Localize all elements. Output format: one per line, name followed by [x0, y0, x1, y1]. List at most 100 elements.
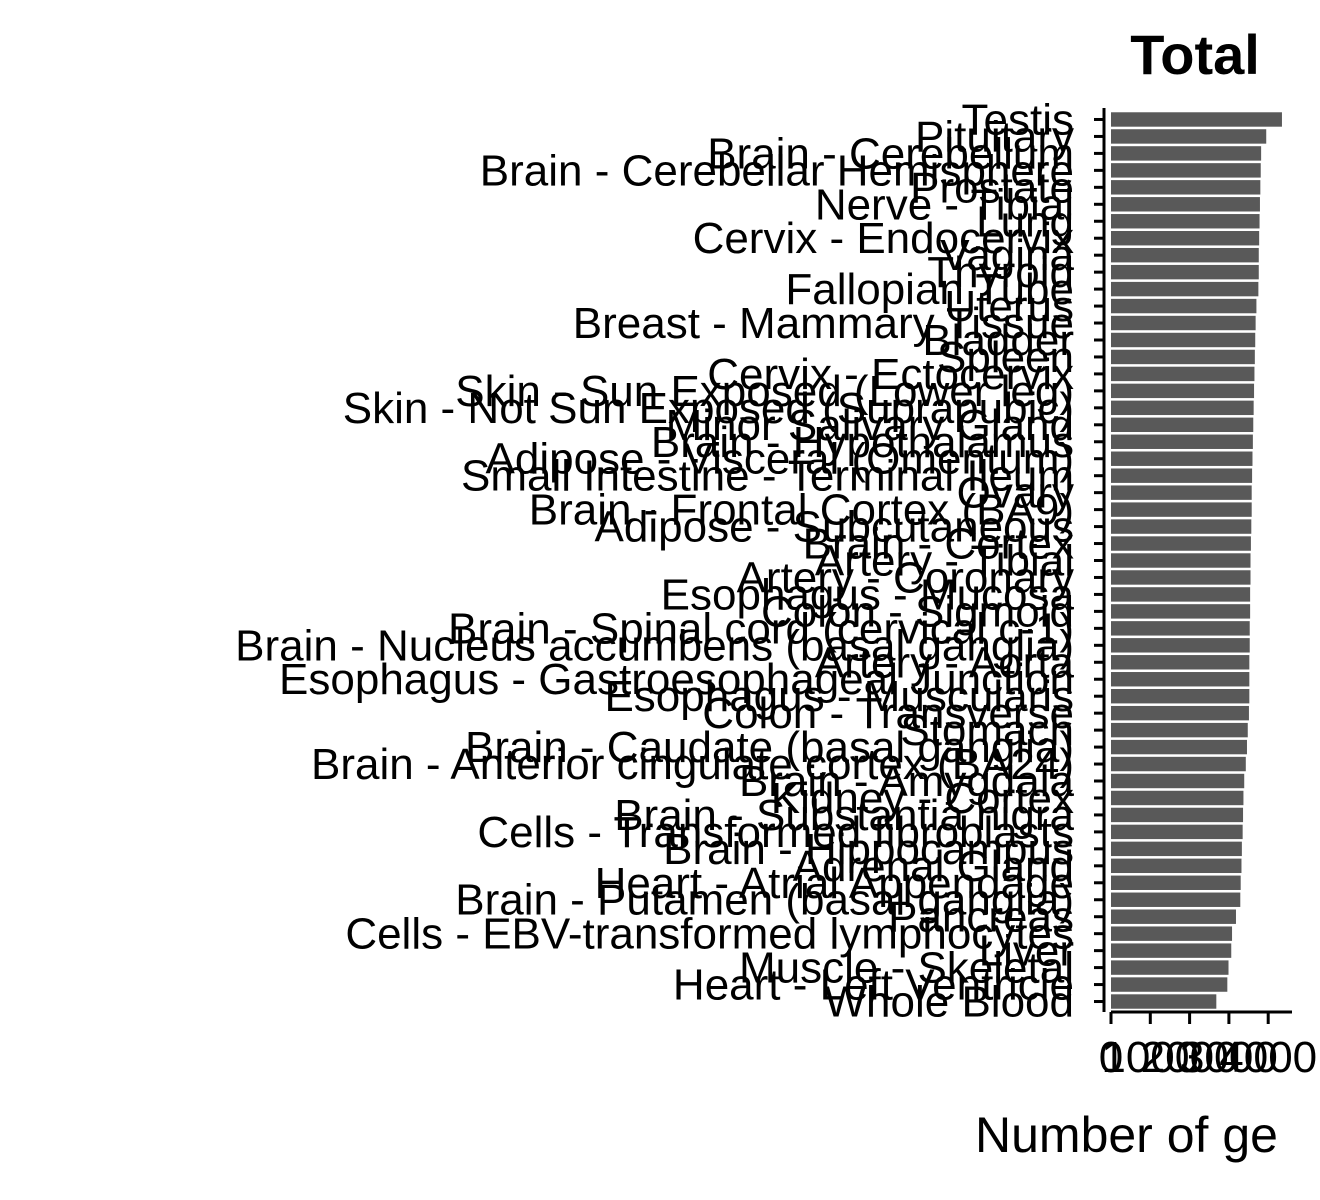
category-label: Esophagus - Gastroesophageal Junction — [279, 655, 1074, 704]
bar — [1111, 705, 1249, 721]
x-tick-label: 2000 — [1141, 1033, 1239, 1082]
category-label: Brain - Cerebellar Hemisphere — [480, 146, 1074, 195]
bar — [1111, 298, 1257, 314]
category-label: Colon - Sigmoid — [761, 587, 1074, 636]
bar — [1111, 519, 1252, 534]
bar — [1111, 366, 1255, 382]
chart-title: Total — [1130, 23, 1260, 86]
bar — [1111, 315, 1256, 331]
bar — [1111, 756, 1246, 772]
x-tick-label: 4000 — [1219, 1033, 1317, 1082]
bar — [1111, 451, 1253, 466]
bar — [1111, 807, 1244, 823]
bar — [1111, 960, 1229, 975]
category-label: Whole Blood — [825, 978, 1074, 1027]
bar — [1111, 994, 1217, 1009]
category-label: Pancreas — [888, 893, 1074, 942]
bar — [1111, 485, 1252, 500]
category-label: Muscle - Skeletal — [739, 944, 1074, 993]
category-label: Fallopian Tube — [785, 265, 1074, 314]
category-label: Brain - Anterior cingulate cortex (BA24) — [311, 740, 1074, 789]
bar — [1111, 638, 1250, 653]
bar — [1111, 977, 1228, 992]
bar — [1111, 434, 1253, 449]
category-label: Small Intestine - Terminal Ileum — [461, 452, 1074, 501]
category-label: Spleen — [937, 333, 1074, 382]
bar — [1111, 247, 1259, 263]
category-label: Colon - Transverse — [702, 689, 1074, 738]
category-label: Thyroid — [927, 248, 1074, 297]
bar — [1111, 790, 1244, 806]
category-label: Brain - Putamen (basal ganglia) — [455, 876, 1074, 925]
bar — [1111, 587, 1251, 602]
category-label: Brain - Caudate (basal ganglia) — [465, 723, 1074, 772]
bars-group — [1111, 112, 1282, 1009]
bar — [1111, 858, 1242, 874]
bar — [1111, 655, 1250, 670]
bar — [1111, 163, 1261, 178]
bar — [1111, 264, 1259, 280]
bar — [1111, 892, 1241, 907]
category-label: Brain - Hippocampus — [663, 825, 1074, 874]
category-label: Brain - Cerebellum — [707, 129, 1074, 178]
bar — [1111, 841, 1242, 857]
bar — [1111, 536, 1251, 551]
category-label: Bladder — [922, 316, 1074, 365]
category-label: Skin - Not Sun Exposed (Suprapubic) — [343, 384, 1074, 433]
x-tick-label: 0 — [1099, 1033, 1123, 1082]
category-label: Prostate — [910, 163, 1074, 212]
category-label: Adrenal Gland — [793, 842, 1074, 891]
bar — [1111, 824, 1243, 840]
category-label: Cells - Transformed fibroblasts — [477, 808, 1074, 857]
bar — [1111, 180, 1261, 195]
category-label: Brain - Nucleus accumbens (basal ganglia… — [235, 621, 1074, 670]
category-label: Brain - Spinal cord (cervical c-1) — [448, 604, 1074, 653]
bar — [1111, 553, 1251, 568]
category-label: Artery - Coronary — [737, 553, 1074, 602]
bar — [1111, 417, 1254, 433]
bar — [1111, 621, 1250, 636]
category-label: Kidney - Cortex — [771, 774, 1074, 823]
category-label: Heart - Left Ventricle — [673, 961, 1074, 1010]
bar — [1111, 909, 1236, 924]
category-label: Artery - Tibial — [815, 537, 1074, 586]
category-label: Nerve - Tibial — [815, 180, 1074, 229]
category-label: Uterus — [944, 282, 1074, 331]
bar — [1111, 739, 1247, 755]
category-label: Artery - Aorta — [815, 638, 1075, 687]
bar — [1111, 112, 1282, 127]
bar — [1111, 672, 1250, 687]
bar — [1111, 502, 1252, 517]
category-label: Vagina — [940, 231, 1074, 280]
category-label: Brain - Cortex — [803, 520, 1074, 569]
x-axis-title: Number of ge — [975, 1107, 1278, 1163]
category-label: Lung — [976, 197, 1074, 246]
category-label: Skin - Sun Exposed (Lower leg) — [455, 367, 1074, 416]
bar — [1111, 383, 1255, 399]
bar — [1111, 129, 1267, 144]
bar — [1111, 773, 1245, 789]
bar — [1111, 688, 1250, 704]
category-label: Heart - Atrial Appendage — [595, 859, 1074, 908]
bar — [1111, 875, 1241, 890]
bar — [1111, 604, 1251, 619]
bar — [1111, 231, 1260, 246]
bar — [1111, 943, 1232, 958]
category-label: Minor Salivary Gland — [666, 401, 1074, 450]
category-label: Cervix - Endocervix — [693, 214, 1074, 263]
bar — [1111, 468, 1253, 483]
category-label: Brain - Hypothalamus — [651, 418, 1074, 467]
category-label: Ovary — [957, 469, 1074, 518]
x-tick-label: 1000 — [1101, 1033, 1199, 1082]
y-axis-ticks-group — [1094, 117, 1104, 1004]
bar — [1111, 146, 1262, 161]
bar — [1111, 197, 1260, 212]
bar — [1111, 332, 1256, 348]
category-label: Breast - Mammary Tissue — [573, 299, 1074, 348]
category-label: Esophagus - Muscularis — [604, 672, 1074, 721]
category-label: Testis — [962, 95, 1074, 144]
bar — [1111, 926, 1233, 941]
